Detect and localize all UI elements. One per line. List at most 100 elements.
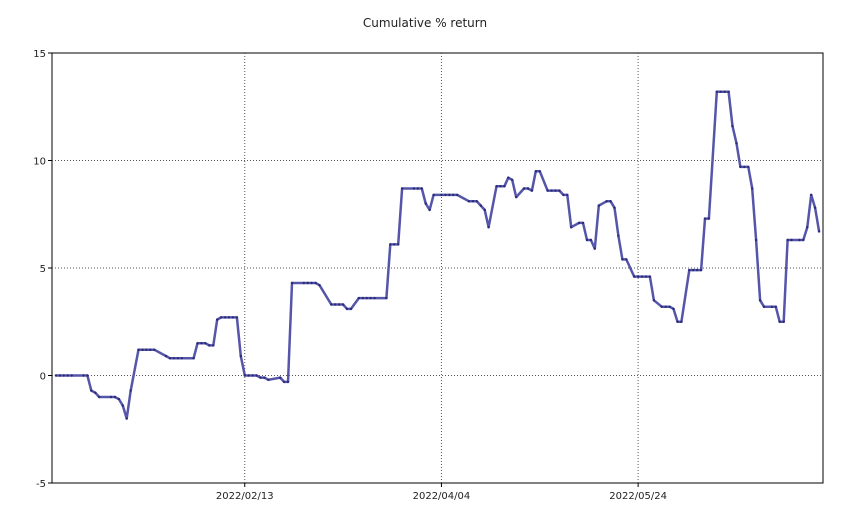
- axis-ticks: -5 0 5 10 15 2022/02/13 2022/04/04 2022/05/24: [33, 49, 667, 502]
- series-layer: [54, 90, 821, 420]
- data-point: [424, 202, 427, 205]
- data-point: [621, 258, 624, 261]
- data-point: [243, 374, 246, 377]
- data-point: [479, 204, 482, 207]
- data-point: [758, 299, 762, 302]
- data-point: [802, 238, 805, 242]
- data-point: [306, 281, 309, 285]
- data-point: [338, 303, 341, 306]
- data-point: [566, 193, 569, 197]
- data-point: [731, 124, 734, 128]
- data-point: [219, 316, 223, 319]
- data-point: [546, 189, 549, 192]
- data-point: [522, 187, 526, 190]
- x-tick-label: 2022/05/24: [609, 491, 667, 502]
- data-point: [98, 395, 101, 399]
- data-point: [727, 90, 730, 93]
- data-point: [456, 193, 459, 197]
- data-point: [790, 238, 793, 242]
- data-point: [357, 296, 360, 300]
- data-point: [743, 165, 746, 169]
- data-point: [66, 374, 69, 377]
- data-point: [715, 90, 718, 93]
- data-point: [341, 303, 345, 306]
- data-point: [774, 305, 777, 308]
- data-point: [526, 187, 530, 190]
- y-tick-label: 0: [40, 372, 46, 383]
- data-point: [282, 380, 286, 384]
- data-point: [530, 189, 534, 192]
- data-point: [365, 296, 368, 300]
- data-point: [747, 165, 750, 169]
- data-point: [349, 307, 353, 311]
- data-point: [605, 200, 608, 203]
- data-point: [393, 243, 396, 246]
- data-point: [617, 234, 620, 237]
- data-point: [719, 90, 722, 93]
- data-point: [703, 217, 707, 220]
- data-point: [633, 275, 636, 278]
- data-point: [770, 305, 774, 308]
- data-point: [235, 316, 239, 319]
- data-point: [739, 165, 742, 169]
- data-point: [400, 187, 404, 190]
- data-point: [267, 378, 270, 381]
- data-point: [640, 275, 644, 278]
- data-point: [420, 187, 423, 190]
- data-point: [707, 217, 711, 220]
- data-point: [180, 357, 183, 360]
- data-point: [672, 307, 675, 311]
- data-point: [239, 354, 242, 358]
- data-point: [487, 226, 490, 229]
- data-point: [117, 397, 121, 401]
- data-point: [692, 268, 695, 272]
- data-point: [54, 374, 58, 377]
- data-point: [164, 354, 168, 358]
- data-point: [581, 221, 585, 225]
- data-point: [141, 348, 144, 351]
- data-point: [585, 238, 589, 242]
- data-point: [680, 320, 683, 323]
- data-point: [444, 193, 447, 197]
- data-point: [58, 374, 62, 377]
- data-point: [176, 357, 180, 360]
- data-point: [644, 275, 648, 278]
- data-point: [699, 268, 703, 272]
- data-point: [440, 193, 443, 197]
- plot-area-frame: [51, 52, 824, 484]
- data-point: [82, 374, 85, 377]
- data-point: [806, 226, 809, 229]
- chart-title: Cumulative % return: [363, 16, 487, 30]
- data-point: [318, 284, 321, 287]
- data-point: [664, 305, 667, 308]
- data-point: [251, 374, 254, 377]
- data-point: [428, 208, 431, 212]
- data-point: [570, 226, 573, 229]
- data-point: [369, 296, 372, 300]
- data-point: [798, 238, 801, 242]
- data-point: [515, 195, 518, 199]
- data-point: [216, 318, 219, 321]
- data-point: [613, 206, 616, 209]
- data-point: [810, 193, 813, 197]
- data-point: [817, 230, 821, 233]
- data-point: [94, 391, 97, 394]
- data-point: [361, 296, 364, 300]
- data-point: [751, 187, 754, 190]
- grid-lines: [52, 53, 823, 483]
- data-point: [503, 185, 506, 188]
- data-point: [471, 200, 475, 203]
- data-point: [609, 200, 612, 203]
- data-point: [648, 275, 652, 278]
- y-tick-label: -5: [36, 479, 46, 490]
- data-point: [310, 281, 313, 285]
- data-point: [499, 185, 502, 188]
- data-point: [778, 320, 781, 323]
- data-point: [129, 389, 132, 392]
- data-point: [204, 342, 207, 345]
- data-point: [286, 380, 290, 384]
- data-point: [137, 348, 140, 351]
- data-point: [723, 90, 726, 93]
- data-point: [62, 374, 65, 377]
